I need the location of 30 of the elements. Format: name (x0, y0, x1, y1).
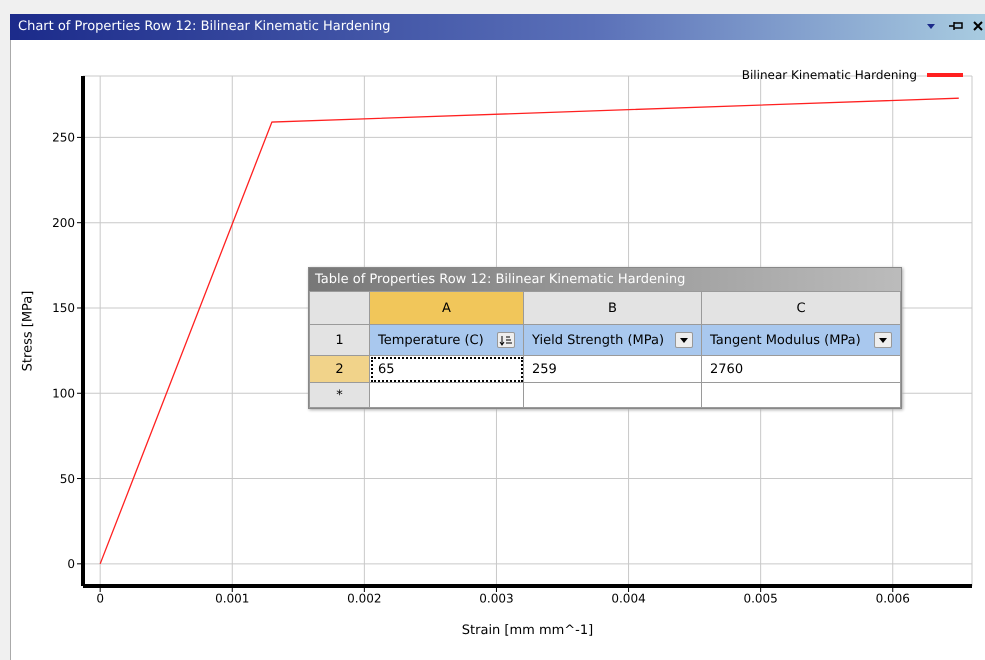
annotation: Temperature (C) (378, 332, 484, 348)
y-tick-label: 50 (60, 472, 75, 486)
x-axis-title: Strain [mm mm^-1] (462, 623, 594, 638)
x-tick-label: 0.002 (347, 592, 382, 606)
y-axis-title: Stress [MPa] (20, 290, 36, 372)
y-tick-label: 250 (52, 130, 75, 145)
y-tick-label: 150 (52, 301, 75, 316)
annotation: 2760 (702, 356, 900, 382)
annotation: 259 (524, 356, 702, 382)
annotation: 65 (370, 356, 524, 382)
annotation: A (370, 292, 524, 324)
annotation: Yield Strength (MPa) (532, 332, 664, 348)
x-tick-label: 0.005 (743, 592, 778, 606)
legend-label: Bilinear Kinematic Hardening (742, 68, 917, 82)
annotation: B (524, 292, 702, 324)
x-tick-label: 0.003 (479, 592, 514, 606)
x-tick-label: 0 (96, 592, 104, 606)
y-tick-label: 100 (52, 386, 75, 401)
x-tick-label: 0.001 (215, 592, 250, 606)
chart-title: Chart of Properties Row 12: Bilinear Kinematic Hardening (10, 14, 985, 40)
annotation: 1 (310, 324, 370, 356)
annotation: * (310, 382, 370, 408)
x-tick-label: 0.006 (876, 592, 910, 606)
y-tick-label: 0 (67, 557, 75, 572)
annotation: Tangent Modulus (MPa) (710, 332, 861, 348)
y-tick-label: 200 (52, 216, 75, 230)
annotation: Table of Properties Row 12: Bilinear Kinematic Hardening (309, 268, 901, 291)
annotation: C (702, 292, 900, 324)
annotation: 2 (310, 356, 370, 382)
x-tick-label: 0.004 (611, 592, 646, 606)
